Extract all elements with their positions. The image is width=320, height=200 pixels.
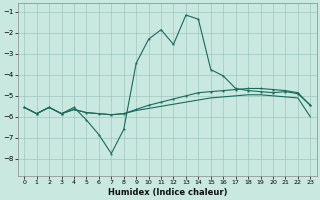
X-axis label: Humidex (Indice chaleur): Humidex (Indice chaleur) — [108, 188, 227, 197]
